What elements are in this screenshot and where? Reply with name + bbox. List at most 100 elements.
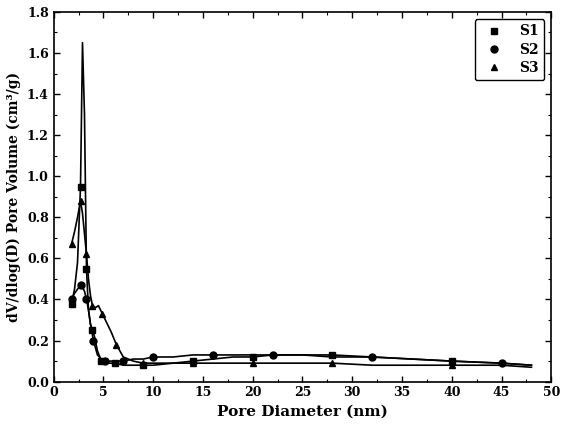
S1 <box>107 360 114 366</box>
S3 <box>249 360 256 366</box>
S3 <box>299 360 306 366</box>
Y-axis label: dV/dlog(D) Pore Volume (cm³/g): dV/dlog(D) Pore Volume (cm³/g) <box>7 72 22 322</box>
S2 <box>77 282 84 288</box>
S1 <box>409 357 416 362</box>
S2 <box>409 357 416 362</box>
S3 <box>409 363 416 368</box>
S3 <box>89 303 96 308</box>
S3 <box>95 303 102 308</box>
S1 <box>299 352 306 357</box>
S2 <box>107 359 114 364</box>
S1 <box>94 348 101 354</box>
S2 <box>79 285 86 290</box>
S1 <box>68 301 75 306</box>
S2 <box>269 352 276 357</box>
S1 <box>448 359 455 364</box>
S3 <box>79 211 86 216</box>
S1 <box>112 360 119 366</box>
S2 <box>94 352 101 357</box>
Legend: S1, S2, S3: S1, S2, S3 <box>475 19 544 81</box>
S1 <box>498 360 505 366</box>
S2 <box>68 297 75 302</box>
S2 <box>528 363 535 368</box>
S3 <box>140 360 147 366</box>
S2 <box>130 357 137 362</box>
S2 <box>209 352 216 357</box>
S1 <box>87 322 94 327</box>
S2 <box>74 287 81 292</box>
S1 <box>130 363 137 368</box>
S1 <box>189 359 196 364</box>
S2 <box>498 360 505 366</box>
S2 <box>369 354 375 360</box>
S1 <box>77 184 84 189</box>
S2 <box>150 354 156 360</box>
X-axis label: Pore Diameter (nm): Pore Diameter (nm) <box>217 405 388 419</box>
S1 <box>81 112 88 117</box>
Line: S2: S2 <box>68 282 535 368</box>
S3 <box>113 342 120 347</box>
S3 <box>269 360 276 366</box>
S3 <box>87 293 94 298</box>
S3 <box>83 252 90 257</box>
S2 <box>102 359 109 364</box>
S1 <box>528 363 535 368</box>
S1 <box>329 352 336 357</box>
S3 <box>130 359 137 364</box>
S1 <box>98 359 105 364</box>
S3 <box>498 363 505 368</box>
S1 <box>89 328 96 333</box>
S2 <box>71 291 78 296</box>
S2 <box>81 289 88 294</box>
S2 <box>112 359 119 364</box>
S3 <box>85 276 92 282</box>
S2 <box>85 307 92 312</box>
S3 <box>369 363 375 368</box>
S2 <box>230 352 236 357</box>
S2 <box>140 357 147 362</box>
S1 <box>230 354 236 360</box>
S1 <box>85 307 92 312</box>
S2 <box>329 354 336 360</box>
S1 <box>140 363 147 368</box>
S2 <box>90 338 97 343</box>
S2 <box>83 297 90 302</box>
S3 <box>230 360 236 366</box>
S1 <box>209 357 216 362</box>
S1 <box>120 363 126 368</box>
S1 <box>269 352 276 357</box>
S2 <box>249 352 256 357</box>
Line: S1: S1 <box>68 39 535 368</box>
S1 <box>74 260 81 265</box>
S3 <box>77 199 84 204</box>
S3 <box>448 363 455 368</box>
S3 <box>71 229 78 234</box>
S3 <box>209 360 216 366</box>
S3 <box>74 215 81 220</box>
S2 <box>87 322 94 327</box>
S2 <box>98 357 105 362</box>
S1 <box>249 354 256 360</box>
S1 <box>369 354 375 360</box>
S1 <box>91 334 98 339</box>
S3 <box>99 311 106 317</box>
S3 <box>329 360 336 366</box>
S1 <box>83 266 90 271</box>
S3 <box>92 305 99 310</box>
S1 <box>102 360 109 366</box>
S1 <box>150 363 156 368</box>
S1 <box>170 360 176 366</box>
S2 <box>448 359 455 364</box>
S3 <box>103 320 110 325</box>
S2 <box>299 352 306 357</box>
S1 <box>79 40 86 45</box>
S3 <box>120 354 126 360</box>
S2 <box>189 352 196 357</box>
S3 <box>528 365 535 370</box>
S1 <box>71 287 78 292</box>
S3 <box>189 360 196 366</box>
Line: S3: S3 <box>68 197 535 371</box>
S3 <box>68 242 75 247</box>
S3 <box>108 330 115 335</box>
S2 <box>120 359 126 364</box>
